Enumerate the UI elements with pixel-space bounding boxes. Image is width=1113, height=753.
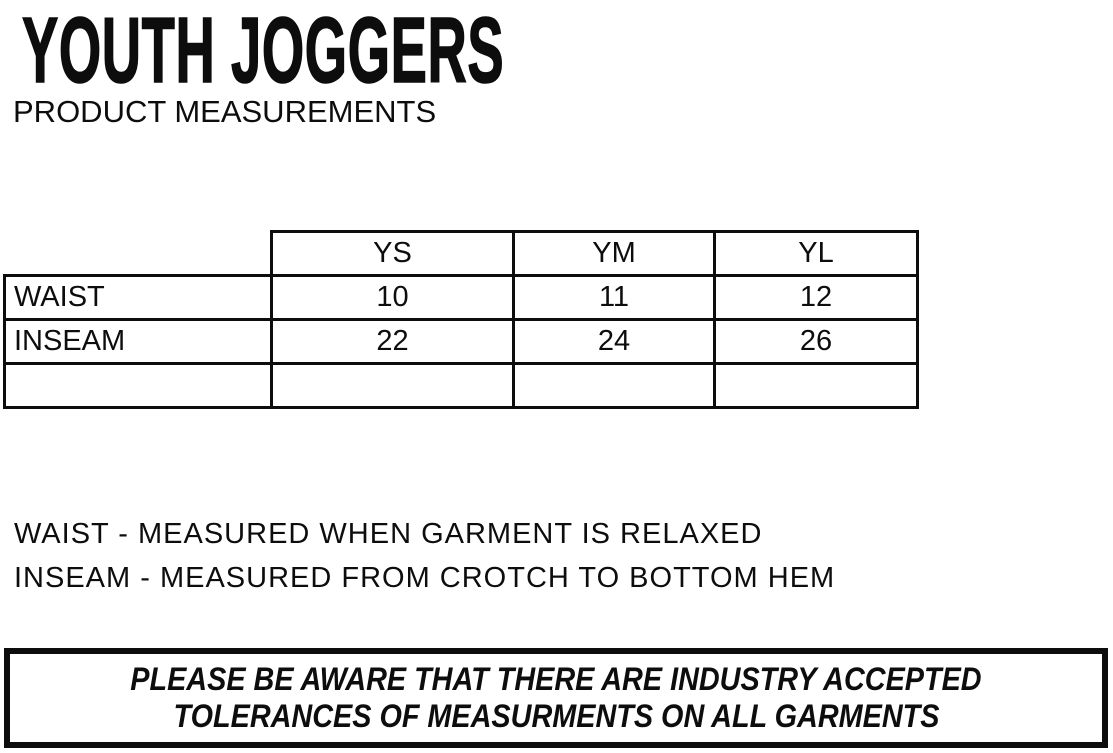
- note-waist: WAIST - MEASURED WHEN GARMENT IS RELAXED: [14, 518, 763, 550]
- table-row-waist: WAIST 10 11 12: [3, 274, 919, 321]
- column-header-ym: YM: [512, 230, 716, 277]
- waist-yl-value: 12: [713, 274, 919, 321]
- page-title: YOUTH JOGGERS: [22, 0, 505, 102]
- table-row-empty: [3, 362, 919, 409]
- empty-yl-cell: [713, 362, 919, 409]
- row-label-inseam: INSEAM: [3, 318, 273, 365]
- measurements-table: YS YM YL WAIST 10 11 12 INSEAM 22 24 26: [3, 230, 919, 409]
- measurement-notes: WAIST - MEASURED WHEN GARMENT IS RELAXED…: [14, 512, 835, 600]
- empty-row-label: [3, 362, 273, 409]
- row-label-waist: WAIST: [3, 274, 273, 321]
- disclaimer-box: PLEASE BE AWARE THAT THERE ARE INDUSTRY …: [4, 648, 1108, 748]
- inseam-yl-value: 26: [713, 318, 919, 365]
- table-corner-cell: [5, 232, 272, 276]
- page-subtitle: PRODUCT MEASUREMENTS: [13, 94, 437, 129]
- column-header-ys: YS: [270, 230, 515, 277]
- inseam-ys-value: 22: [270, 318, 515, 365]
- table-row-inseam: INSEAM 22 24 26: [3, 318, 919, 365]
- inseam-ym-value: 24: [512, 318, 716, 365]
- empty-ym-cell: [512, 362, 716, 409]
- empty-ys-cell: [270, 362, 515, 409]
- disclaimer-line-2: TOLERANCES OF MEASURMENTS ON ALL GARMENT…: [173, 698, 939, 734]
- disclaimer-line-1: PLEASE BE AWARE THAT THERE ARE INDUSTRY …: [130, 661, 982, 697]
- waist-ym-value: 11: [512, 274, 716, 321]
- waist-ys-value: 10: [270, 274, 515, 321]
- table-header-row: YS YM YL: [5, 230, 919, 277]
- note-inseam: INSEAM - MEASURED FROM CROTCH TO BOTTOM …: [14, 562, 836, 594]
- column-header-yl: YL: [713, 230, 919, 277]
